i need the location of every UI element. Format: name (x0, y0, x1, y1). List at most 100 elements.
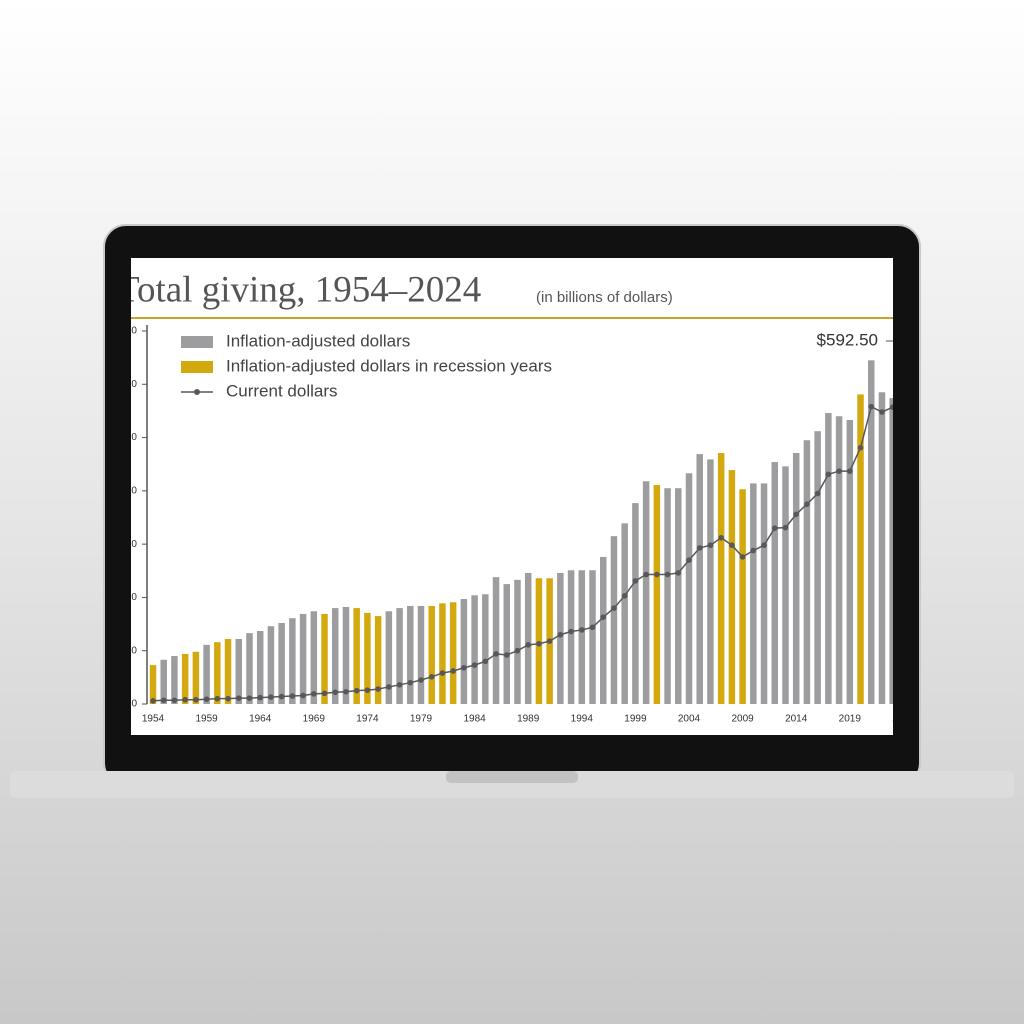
line-point (750, 547, 757, 554)
bar (364, 612, 371, 704)
line-point (439, 670, 446, 676)
bar (385, 611, 393, 704)
legend-swatch (181, 336, 213, 348)
line-point (536, 640, 542, 647)
bar (846, 419, 854, 704)
bar (867, 360, 875, 704)
chart-title: Total giving, 1954–2024 (117, 269, 481, 310)
y-tick-label: 200 (120, 592, 137, 603)
bar (278, 623, 285, 704)
bar (396, 608, 403, 704)
line-point (160, 697, 167, 704)
bar (760, 483, 768, 704)
bar (181, 653, 189, 704)
chart: Total giving, 1954–2024 (in billions of … (117, 269, 893, 725)
bar (728, 470, 736, 704)
line-point (654, 571, 660, 578)
bar (428, 605, 435, 704)
line-point (525, 642, 531, 648)
line-point (257, 694, 264, 701)
y-tick-label: 600 (120, 379, 137, 390)
line-point (664, 571, 671, 578)
bar (374, 616, 382, 704)
bar (664, 488, 671, 704)
line-point (600, 614, 607, 620)
x-tick-label: 1994 (571, 714, 594, 725)
chart-subtitle: (in billions of dollars) (536, 289, 673, 306)
line-point (203, 696, 210, 703)
line-point (868, 403, 875, 410)
line-point (396, 682, 403, 688)
line-point (375, 686, 381, 692)
bar (171, 656, 178, 704)
line-point (804, 501, 810, 507)
screen (131, 258, 893, 735)
legend-swatch (181, 361, 213, 373)
bar (857, 394, 864, 704)
bar (503, 584, 511, 704)
bar (610, 536, 618, 704)
bar (256, 630, 264, 704)
bar (557, 572, 564, 704)
bar (224, 638, 232, 704)
line-point (632, 578, 639, 584)
y-tick-label: 400 (120, 485, 137, 496)
bar (289, 618, 296, 704)
line-point (461, 664, 467, 671)
legend-swatch-dot (194, 389, 200, 395)
line-point (353, 687, 360, 694)
x-tick-label: 1989 (517, 714, 540, 725)
bar (417, 605, 425, 704)
line-point (450, 668, 456, 674)
line-point (482, 658, 489, 665)
bar (246, 633, 253, 704)
bar (599, 556, 607, 704)
x-tick-label: 2009 (731, 714, 754, 725)
line-point (857, 444, 864, 451)
line-point (686, 557, 692, 563)
line-point (332, 689, 339, 696)
bar (267, 626, 275, 704)
bar (739, 489, 746, 704)
bar (407, 605, 414, 704)
bar (889, 398, 893, 704)
line-point (739, 554, 746, 560)
line-point (428, 674, 435, 680)
bar (514, 579, 521, 704)
line-point (729, 542, 735, 549)
y-tick-label: 0 (131, 699, 137, 710)
line-point (311, 691, 317, 697)
line-point (696, 545, 703, 551)
bar (321, 613, 328, 704)
bar (675, 488, 682, 704)
line-point (150, 698, 156, 704)
line-point (364, 687, 371, 693)
line-point (825, 471, 832, 478)
line-point (514, 647, 521, 654)
line-point (847, 468, 853, 474)
y-tick-label: 500 (120, 432, 137, 443)
line-point (761, 542, 767, 549)
line-point (503, 652, 510, 658)
bar (203, 644, 210, 704)
x-tick-label: 1964 (249, 714, 272, 725)
x-tick-label: 2019 (839, 714, 862, 725)
x-tick-label: 1954 (142, 714, 165, 725)
bar (567, 570, 575, 704)
line-point (579, 627, 585, 633)
bar (685, 473, 693, 704)
line-point (611, 605, 617, 611)
bar (578, 570, 586, 704)
bar (149, 665, 157, 704)
line-point (771, 525, 778, 531)
bar (878, 392, 886, 704)
bar (471, 595, 478, 704)
line-point (889, 404, 893, 410)
bar (825, 413, 832, 704)
y-tick-label: 100 (120, 645, 137, 656)
bar (482, 594, 489, 704)
line-point (675, 570, 682, 576)
line-point (386, 684, 392, 690)
line-point (246, 695, 253, 701)
